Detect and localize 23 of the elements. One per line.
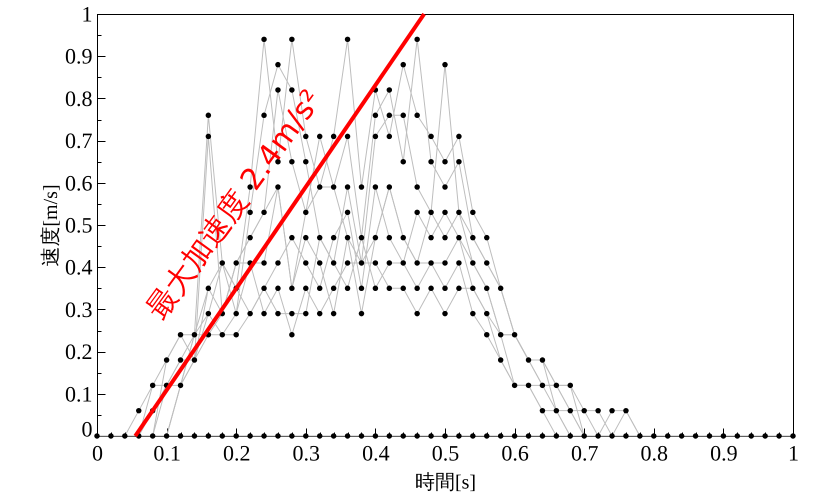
x-tick-label: 0.1 [153,440,181,466]
x-tick-label: 0.6 [501,440,529,466]
y-tick-label: 0.4 [65,254,92,280]
x-tick-label: 0.7 [570,440,598,466]
y-tick-label: 0.9 [65,44,92,69]
x-tick-label: 0.2 [222,440,250,466]
y-tick-label: 0.2 [65,339,92,364]
x-tick-label: 1 [788,440,799,466]
x-tick-label: 0.3 [292,440,320,466]
y-tick-label: 0 [82,416,92,442]
x-axis-title: 時間[s] [414,472,476,494]
y-tick-label: 0.8 [65,86,92,111]
y-tick-label: 0.3 [65,296,92,322]
x-tick-label: 0.5 [432,440,460,466]
x-tick-label: 0.8 [640,440,668,466]
y-tick-label: 0.7 [65,128,92,154]
x-tick-label: 0.9 [710,440,738,466]
y-tick-label: 0.1 [65,381,92,406]
x-tick-label: 0.4 [362,440,390,466]
y-tick-label: 0.5 [65,212,92,238]
y-tick-label: 0.6 [65,170,92,196]
y-tick-label: 1 [82,2,92,26]
y-axis-title: 速度[m/s] [40,184,62,267]
